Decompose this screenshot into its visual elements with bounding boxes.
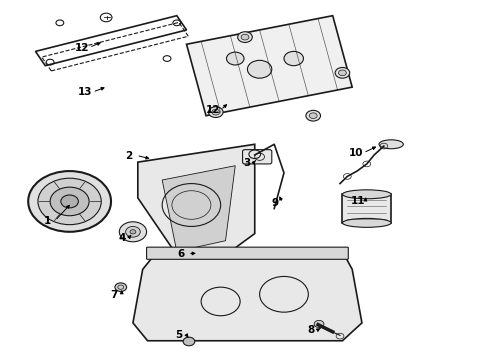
Polygon shape — [343, 194, 391, 223]
Circle shape — [38, 178, 101, 225]
Ellipse shape — [343, 190, 391, 199]
Circle shape — [247, 60, 272, 78]
Circle shape — [309, 113, 317, 118]
Circle shape — [335, 67, 350, 78]
Circle shape — [314, 320, 324, 328]
Text: 12: 12 — [206, 105, 220, 115]
Ellipse shape — [343, 219, 391, 227]
Circle shape — [212, 109, 220, 115]
Circle shape — [61, 195, 78, 208]
Text: 10: 10 — [349, 148, 364, 158]
Text: 13: 13 — [78, 87, 93, 98]
Circle shape — [115, 283, 126, 292]
Text: 9: 9 — [271, 198, 279, 208]
Text: 11: 11 — [351, 197, 365, 206]
Polygon shape — [138, 144, 255, 269]
FancyBboxPatch shape — [147, 247, 348, 259]
Ellipse shape — [379, 140, 403, 149]
Text: 8: 8 — [307, 325, 315, 335]
Circle shape — [241, 34, 249, 40]
Circle shape — [238, 32, 252, 42]
Text: 3: 3 — [243, 158, 250, 168]
Text: 4: 4 — [118, 233, 125, 243]
Circle shape — [183, 337, 195, 346]
Circle shape — [284, 51, 303, 66]
Circle shape — [119, 222, 147, 242]
Circle shape — [130, 230, 136, 234]
FancyBboxPatch shape — [243, 150, 272, 164]
Text: 5: 5 — [175, 330, 183, 341]
Circle shape — [306, 111, 320, 121]
Text: 12: 12 — [74, 43, 89, 53]
Polygon shape — [187, 16, 352, 116]
Text: 1: 1 — [44, 216, 51, 226]
Circle shape — [339, 70, 346, 76]
Circle shape — [125, 226, 140, 237]
Circle shape — [28, 171, 111, 232]
Circle shape — [226, 52, 244, 65]
Text: 6: 6 — [177, 249, 184, 259]
Polygon shape — [133, 251, 362, 341]
Circle shape — [50, 187, 89, 216]
Text: 2: 2 — [125, 151, 133, 161]
Circle shape — [208, 107, 223, 117]
Text: 7: 7 — [111, 291, 118, 300]
Polygon shape — [162, 166, 235, 251]
